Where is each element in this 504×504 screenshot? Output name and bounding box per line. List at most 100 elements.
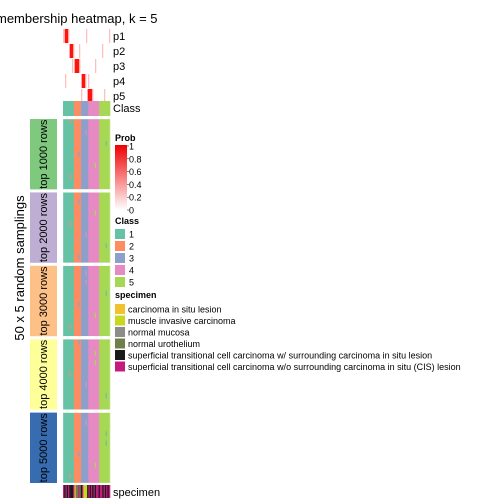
class-annotation-row: Class (63, 101, 141, 116)
prob-legend-tick-label: 0.2 (129, 193, 142, 203)
specimen-legend-label: carcinoma in situ lesion (128, 305, 222, 315)
membership-band (63, 413, 74, 483)
prob-cell (65, 74, 66, 88)
membership-noise (95, 210, 96, 215)
membership-band (88, 339, 99, 409)
probability-rows: p1p2p3p4p5 (63, 29, 125, 103)
prob-row-label: p4 (113, 76, 125, 88)
prob-cell (85, 74, 86, 88)
class-legend-swatch (115, 253, 125, 263)
membership-noise (85, 382, 86, 387)
specimen-legend-label: muscle invasive carcinoma (128, 316, 236, 326)
prob-cell (79, 44, 80, 58)
prob-legend-tick-label: 0.6 (129, 167, 142, 177)
specimen-legend-swatch (115, 316, 125, 326)
class-legend-swatch (115, 241, 125, 251)
membership-noise (95, 351, 96, 356)
membership-band (99, 413, 110, 483)
membership-band (74, 119, 82, 189)
membership-noise (95, 463, 96, 468)
prob-cell (92, 89, 93, 103)
membership-noise (85, 232, 86, 237)
membership-band (63, 192, 74, 262)
membership-band (81, 119, 89, 189)
prob-cell (81, 89, 82, 103)
prob-legend-tick-label: 1 (129, 142, 134, 152)
membership-band (88, 119, 99, 189)
class-cell (63, 101, 74, 116)
specimen-row-label: specimen (113, 487, 160, 499)
specimen-cell (109, 485, 111, 498)
chart-title: membership heatmap, k = 5 (0, 11, 158, 26)
class-legend-swatch (115, 229, 125, 239)
membership-noise (78, 254, 79, 259)
group-label: top 2000 rows (38, 193, 50, 263)
membership-band (63, 266, 74, 336)
group-label: top 5000 rows (38, 413, 50, 483)
specimen-legend-label: superficial transitional cell carcinoma … (128, 362, 461, 372)
class-row-label: Class (113, 103, 141, 115)
membership-noise (106, 141, 107, 146)
membership-band (99, 192, 110, 262)
membership-noise (78, 152, 79, 157)
prob-legend-tick-label: 0.8 (129, 154, 142, 164)
membership-band (63, 339, 74, 409)
y-axis-label: 50 x 5 random samplings (12, 195, 27, 341)
membership-band (81, 339, 89, 409)
group-label: top 1000 rows (38, 119, 50, 189)
group-label: top 4000 rows (38, 339, 50, 409)
specimen-annotation-row: specimen (63, 485, 160, 499)
membership-band (74, 339, 82, 409)
legends: Prob10.80.60.40.20Class12345specimencarc… (115, 133, 461, 372)
prob-legend-tick-label: 0 (129, 206, 134, 216)
specimen-legend-label: normal urothelium (128, 339, 200, 349)
specimen-legend-swatch (115, 362, 125, 372)
specimen-legend-title: specimen (115, 290, 157, 300)
prob-cell (72, 59, 73, 73)
membership-noise (106, 291, 107, 296)
prob-row-label: p2 (113, 46, 125, 58)
membership-noise (85, 270, 86, 275)
specimen-legend-swatch (115, 304, 125, 314)
membership-band (88, 413, 99, 483)
membership-noise (70, 221, 71, 226)
prob-legend-gradient (115, 145, 127, 210)
membership-noise (95, 163, 96, 168)
class-legend-title: Class (115, 216, 139, 226)
prob-cell (73, 44, 74, 58)
membership-noise (70, 474, 71, 479)
membership-band (81, 192, 89, 262)
membership-noise (106, 243, 107, 248)
membership-noise (78, 452, 79, 457)
membership-noise (70, 371, 71, 376)
membership-band (88, 192, 99, 262)
membership-noise (106, 431, 107, 436)
prob-cell (104, 89, 105, 103)
membership-band (99, 266, 110, 336)
class-legend-label: 2 (129, 242, 134, 252)
membership-band (74, 413, 82, 483)
class-cell (74, 101, 82, 116)
class-legend-label: 5 (129, 278, 134, 288)
prob-cell (79, 59, 80, 73)
membership-noise (106, 393, 107, 398)
prob-cell (68, 29, 69, 43)
prob-cell (88, 74, 89, 88)
membership-noise (78, 340, 79, 345)
prob-row-label: p5 (113, 91, 125, 103)
membership-noise (70, 119, 71, 124)
class-cell (81, 101, 89, 116)
membership-band (88, 266, 99, 336)
membership-band (99, 339, 110, 409)
membership-band (74, 266, 82, 336)
membership-band (63, 119, 74, 189)
membership-band (74, 192, 82, 262)
specimen-legend-label: superficial transitional cell carcinoma … (128, 351, 432, 361)
specimen-legend-swatch (115, 327, 125, 337)
membership-noise (70, 324, 71, 329)
prob-row-label: p1 (113, 31, 125, 43)
membership-band (81, 413, 89, 483)
specimen-legend-label: normal mucosa (128, 328, 190, 338)
membership-noise (78, 199, 79, 204)
